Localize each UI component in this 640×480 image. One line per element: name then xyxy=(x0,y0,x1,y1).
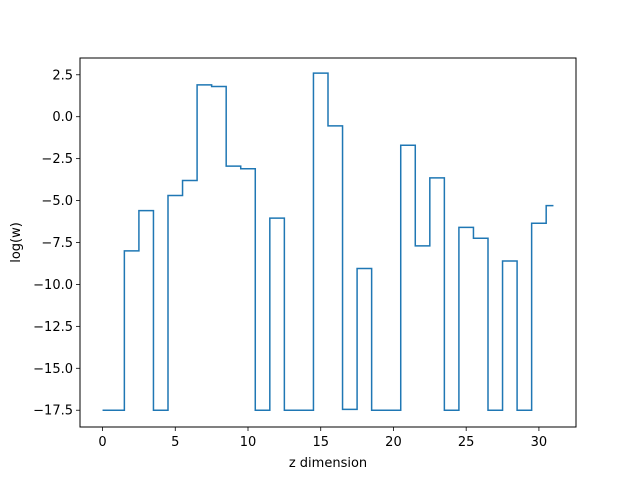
x-tick-label: 15 xyxy=(312,435,329,450)
x-tick-label: 25 xyxy=(458,435,475,450)
x-axis-ticks: 0 5 10 15 20 25 30 xyxy=(98,427,547,450)
y-tick-label: −7.5 xyxy=(41,236,73,251)
x-tick-label: 5 xyxy=(171,435,179,450)
y-axis-ticks: −17.5 −15.0 −12.5 −10.0 −7.5 −5.0 −2.5 0.0 2.5 xyxy=(33,68,80,419)
series-layer xyxy=(102,72,554,411)
series-line xyxy=(102,72,554,411)
y-tick-label: −10.0 xyxy=(33,278,73,293)
y-tick-label: −12.5 xyxy=(33,320,73,335)
y-tick-label: −2.5 xyxy=(41,152,73,167)
x-axis-label: z dimension xyxy=(289,456,367,471)
x-tick-label: 30 xyxy=(531,435,548,450)
y-tick-label: 0.0 xyxy=(52,110,73,125)
y-tick-label: −5.0 xyxy=(41,194,73,209)
y-tick-label: −15.0 xyxy=(33,362,73,377)
y-axis-label: log(w) xyxy=(9,222,24,263)
x-tick-label: 10 xyxy=(240,435,257,450)
y-tick-label: 2.5 xyxy=(52,68,73,83)
x-tick-label: 0 xyxy=(98,435,106,450)
x-tick-label: 20 xyxy=(385,435,402,450)
y-tick-label: −17.5 xyxy=(33,404,73,419)
